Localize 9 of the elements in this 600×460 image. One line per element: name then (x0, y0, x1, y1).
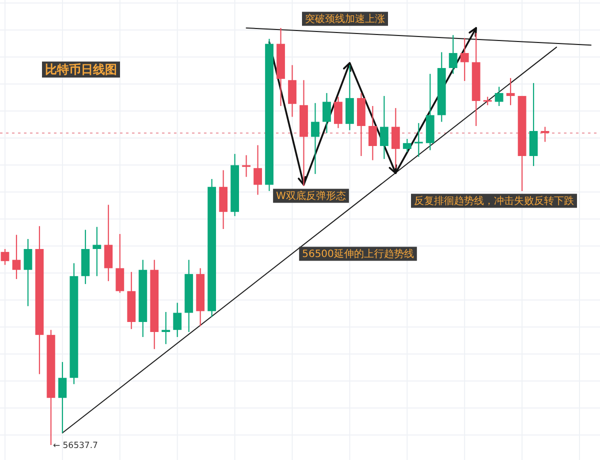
annotation: 56500延伸的上行趋势线 (302, 248, 414, 260)
annotation: W双底反弹形态 (276, 190, 346, 202)
annotation: 56500延伸的上行趋势线 (299, 246, 417, 261)
annotation: ← 56537.7 (52, 441, 98, 451)
annotation: W双底反弹形态 (273, 188, 349, 203)
annotation: 反复排徊趋势线，冲击失败反转下跌 (411, 194, 577, 208)
annotation: 突破颈线加速上涨 (302, 12, 388, 26)
annotation: 反复排徊趋势线，冲击失败反转下跌 (414, 194, 574, 207)
title: 比特币日线图 (42, 62, 120, 78)
